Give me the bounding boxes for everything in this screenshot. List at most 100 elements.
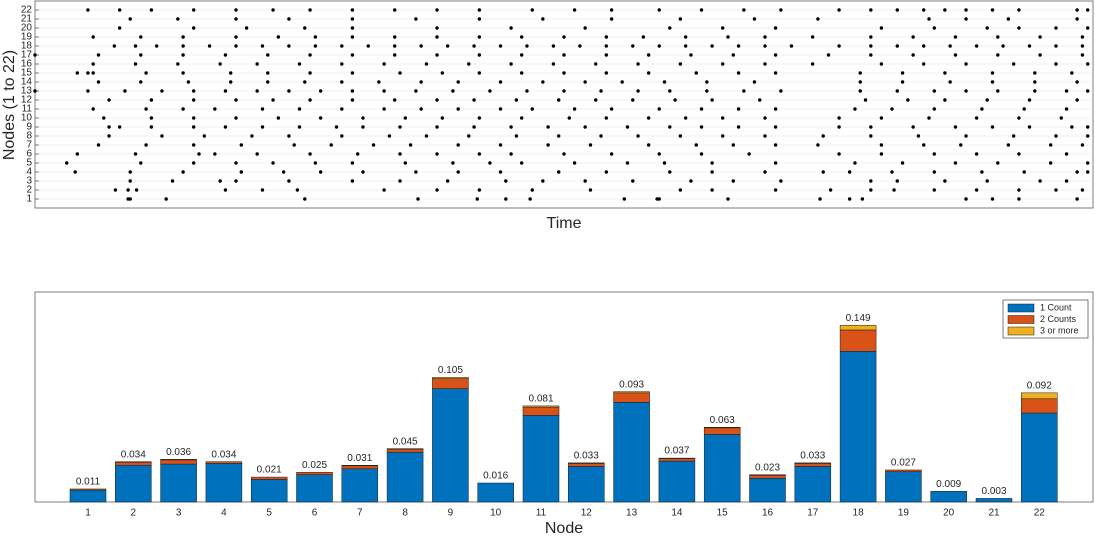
event-dot [821,170,825,174]
y-tick-label: 14 [21,77,33,88]
event-dot [350,35,355,39]
event-dot [477,116,482,120]
event-dot [223,125,228,129]
event-dot [705,89,709,93]
bar-segment [658,458,696,462]
event-dot [133,152,138,156]
event-dot [572,107,577,111]
event-dot [435,53,439,57]
y-tick-label: 4 [26,167,32,178]
event-dot [1054,26,1058,30]
event-dot [828,188,833,192]
event-dot [736,125,741,129]
event-dot [149,98,154,102]
event-dot [271,161,275,165]
event-dot [139,80,143,84]
bar-segment [1021,392,1058,400]
legend-swatch [1007,315,1035,324]
event-dot [144,107,148,111]
event-dot [488,89,492,93]
bar-segment [1021,398,1058,414]
bar-segment [341,464,379,467]
event-dot [710,98,714,102]
event-dot [572,8,577,12]
event-dot [964,8,968,12]
event-dot [255,89,259,93]
event-dot [96,53,101,57]
event-dot [657,8,661,12]
event-dot [445,179,450,183]
event-dot [149,125,154,129]
event-dot [223,53,228,57]
event-dot [424,134,429,138]
x-tick-label: 17 [807,508,819,519]
event-dot [350,71,355,75]
event-dot [736,44,741,48]
event-dot [477,53,482,57]
bar-segment [386,448,424,453]
event-dot [139,161,143,165]
bar-segment [477,482,514,503]
event-dot [445,44,450,48]
event-dot [414,17,418,21]
event-dot [350,179,355,183]
bar-segment [250,476,288,480]
event-dot [763,35,767,39]
event-dot [160,89,164,93]
y-tick-label: 15 [21,68,33,79]
event-dot [318,170,323,174]
event-dot [609,152,614,156]
event-dot [350,161,355,165]
event-dot [514,98,519,102]
event-dot [350,89,355,93]
event-dot [202,134,206,138]
event-dot [456,107,460,111]
event-dot [678,62,683,66]
event-dot [541,179,545,183]
event-dot [625,161,630,165]
value-label: 0.021 [257,465,282,476]
event-dot [1022,170,1026,174]
event-dot [567,116,571,120]
event-dot [1017,197,1021,201]
event-dot [75,71,80,75]
x-tick-label: 18 [853,508,865,519]
event-dot [308,98,312,102]
event-dot [631,98,635,102]
event-dot [414,89,418,93]
event-dot [192,98,196,102]
bar-segment [69,488,107,491]
event-dot [668,26,672,30]
event-dot [1086,125,1090,129]
event-dot [763,44,767,48]
event-dot [710,161,714,165]
y-tick-label: 10 [21,113,33,124]
event-dot [837,152,841,156]
event-dot [546,143,550,147]
event-dot [922,62,926,66]
event-dot [334,125,339,129]
x-tick-label: 22 [1034,508,1046,519]
event-dot [557,134,561,138]
event-dot [588,143,593,147]
event-dot [477,8,482,12]
x-tick-label: 13 [626,508,638,519]
event-dot [943,8,947,12]
event-dot [572,161,577,165]
x-tick-label: 5 [266,508,272,519]
event-dot [662,80,667,84]
event-dot [546,125,550,129]
event-dot [144,143,148,147]
legend-label: 1 Count [1040,302,1072,312]
event-dot [636,134,640,138]
event-dot [287,89,291,93]
event-dot [456,80,460,84]
event-dot [599,134,603,138]
event-dot [528,197,532,201]
event-dot [234,98,238,102]
event-dot [604,35,609,39]
event-dot [504,179,508,183]
event-dot [107,125,111,129]
event-dot [895,44,899,48]
event-dot [990,197,995,201]
